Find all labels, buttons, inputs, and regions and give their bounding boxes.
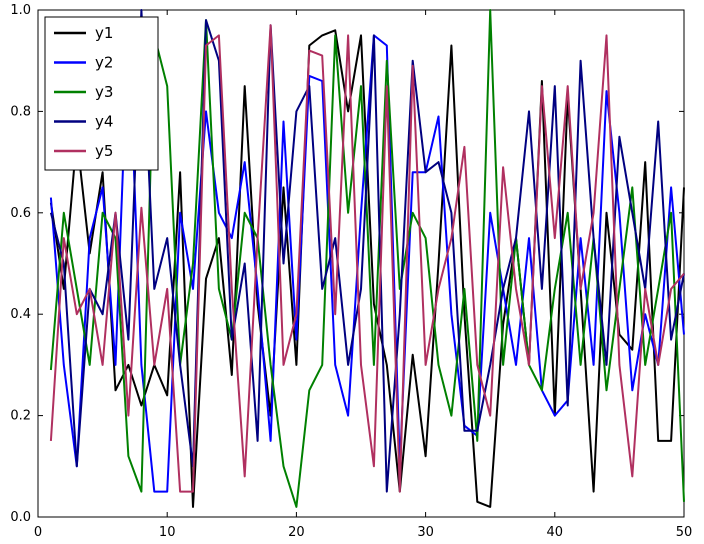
x-tick-label: 10: [159, 525, 176, 540]
x-tick-label: 30: [417, 525, 434, 540]
x-tick-label: 40: [547, 525, 564, 540]
series-y5-line: [49, 24, 685, 493]
legend-label-y1: y1: [95, 24, 113, 42]
y-tick-label: 0.6: [10, 206, 31, 221]
legend-box: [44, 16, 159, 171]
x-tick-label: 0: [34, 525, 42, 540]
plot-frame: [37, 9, 685, 518]
y-tick-label: 0.4: [10, 307, 31, 322]
legend-label-y2: y2: [95, 54, 113, 72]
legend-label-y5: y5: [95, 142, 113, 160]
series-y4-line: [49, 9, 685, 493]
x-tick-label: 20: [288, 525, 305, 540]
y-tick-label: 0.8: [10, 104, 31, 119]
legend-label-y4: y4: [95, 113, 113, 131]
y-tick-label: 1.0: [10, 3, 31, 18]
legend-label-y3: y3: [95, 83, 113, 101]
y-tick-label: 0.2: [10, 409, 31, 424]
x-tick-label: 50: [676, 525, 693, 540]
y-tick-label: 0.0: [10, 510, 31, 525]
